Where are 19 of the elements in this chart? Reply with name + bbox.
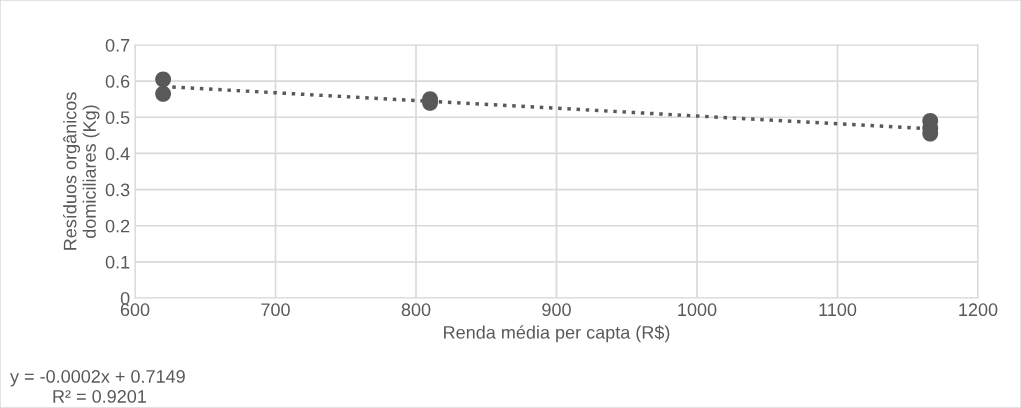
y-tick-label: 0.3 [105,183,130,197]
x-tick-label: 700 [261,303,290,317]
x-tick-label: 600 [120,303,150,317]
y-tick-label: 0.4 [105,147,130,161]
y-tick-label: 0.5 [105,111,130,125]
y-tick-label: 0.1 [105,255,130,269]
x-tick-label: 1100 [819,303,857,317]
y-tick-label: 0.6 [105,75,130,88]
y-tick-label: 0.2 [105,219,130,233]
x-tick-label: 900 [542,303,571,317]
x-tick-label: 1000 [678,303,717,317]
x-tick-label: 1200 [959,303,998,317]
x-axis-title: Renda média per capta (R$) [444,325,670,343]
text: R² = 0.9201 [53,390,146,403]
text: y = -0.0002x + 0.7149 [10,370,185,387]
y-axis-title: Resíduos orgânicos domiciliares (Kg) [63,92,100,250]
x-tick-label: 800 [401,303,431,317]
y-tick-label: 0 [120,291,130,305]
y-tick-label: 0.7 [105,38,130,52]
